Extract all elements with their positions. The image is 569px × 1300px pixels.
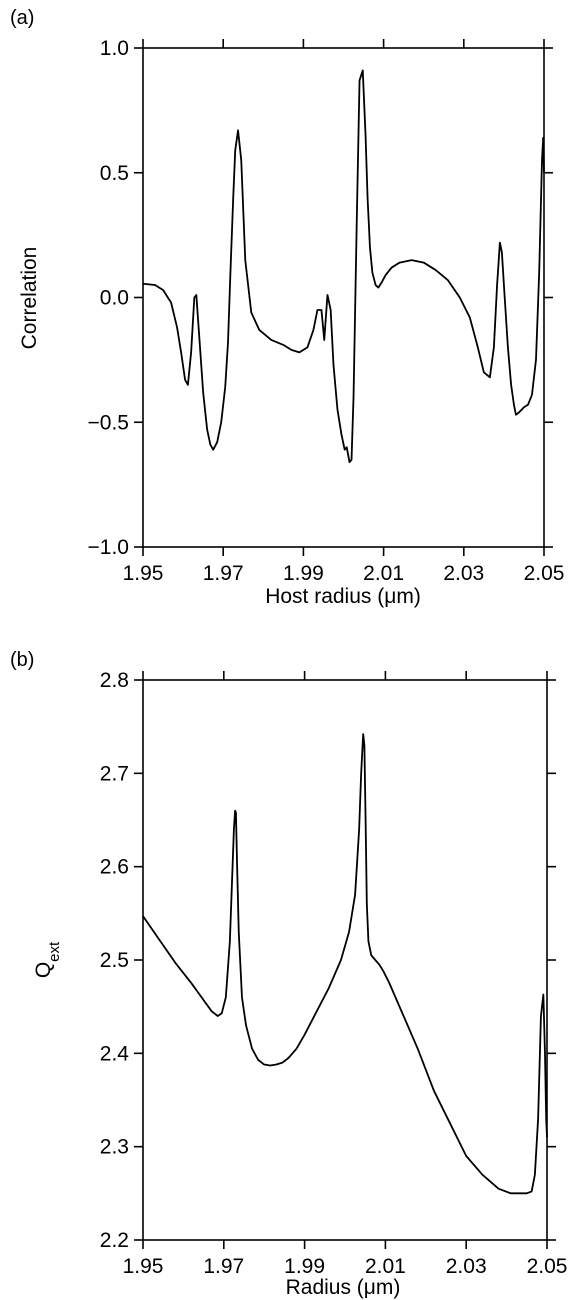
x-axis-title-b: Radius (μm) [286, 1276, 401, 1299]
x-tick-label-a-4: 2.03 [443, 562, 484, 585]
x-tick-label-b-1: 1.97 [203, 1255, 244, 1278]
y-tick-label-b-1: 2.3 [100, 1136, 129, 1159]
correlation-series-line [142, 69, 545, 464]
x-tick-label-a-2: 1.99 [283, 562, 324, 585]
y-tick-label-b-0: 2.2 [100, 1229, 129, 1252]
y-axis-title-a: Correlation [18, 247, 41, 350]
y-tick-label-b-2: 2.4 [100, 1042, 130, 1065]
chart-panel-b: (b) 1.95 1.97 1.99 2.01 2.03 2.05 2.2 2.3 2.4 2.5… [10, 649, 567, 1299]
x-tick-label-b-0: 1.95 [123, 1255, 164, 1278]
ticks-a [134, 39, 553, 556]
tick-labels-a: 1.95 1.97 1.99 2.01 2.03 2.05 −1.0 −0.5 0.0 0.5 1.… [88, 37, 565, 585]
y-tick-label-a-4: 1.0 [100, 37, 129, 60]
y-tick-label-b-6: 2.8 [100, 669, 129, 692]
y-tick-label-a-3: 0.5 [100, 162, 129, 185]
qext-series-line [142, 733, 548, 1195]
x-tick-label-a-3: 2.01 [363, 562, 404, 585]
plot-frame-a [142, 47, 545, 548]
y-tick-label-a-2: 0.0 [100, 287, 129, 310]
y-tick-label-a-1: −0.5 [88, 411, 129, 434]
y-axis-title-b-sub: ext [46, 941, 63, 962]
x-tick-label-b-2: 1.99 [284, 1255, 325, 1278]
y-tick-label-b-3: 2.5 [100, 949, 129, 972]
chart-panel-a: (a) 1.95 1.97 1.99 2.01 2.03 2.05 −1.0 −0.5 0.0 0… [10, 7, 564, 608]
x-tick-label-b-4: 2.03 [446, 1255, 487, 1278]
y-axis-title-b-main: Q [32, 962, 55, 978]
y-axis-title-b: Qext [32, 941, 63, 978]
x-axis-title-a: Host radius (μm) [265, 585, 421, 608]
tick-labels-b: 1.95 1.97 1.99 2.01 2.03 2.05 2.2 2.3 2.4 2.5 2.6 2… [100, 669, 568, 1278]
x-tick-label-b-5: 2.05 [527, 1255, 568, 1278]
y-tick-label-b-4: 2.6 [100, 856, 129, 879]
y-tick-label-b-5: 2.7 [100, 762, 129, 785]
panel-label-a: (a) [10, 7, 34, 29]
y-tick-label-a-0: −1.0 [88, 536, 129, 559]
x-tick-label-a-5: 2.05 [524, 562, 565, 585]
plot-frame-b [142, 679, 548, 1241]
x-tick-label-b-3: 2.01 [365, 1255, 406, 1278]
ticks-b [134, 671, 556, 1249]
x-tick-label-a-0: 1.95 [123, 562, 164, 585]
x-tick-label-a-1: 1.97 [203, 562, 244, 585]
panel-label-b: (b) [10, 649, 34, 671]
